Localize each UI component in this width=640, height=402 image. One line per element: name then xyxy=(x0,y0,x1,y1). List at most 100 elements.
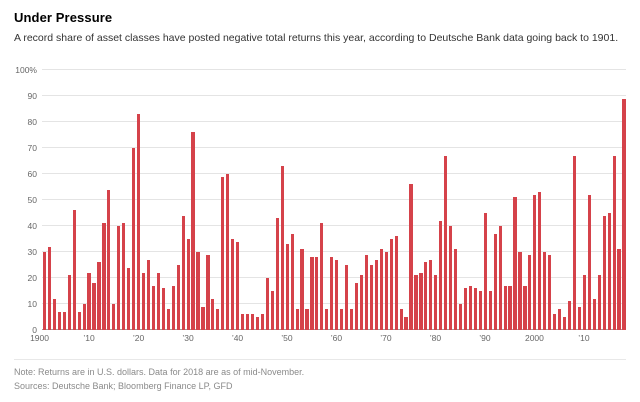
bar-year-1931 xyxy=(191,132,195,330)
x-axis-tick-label: ’50 xyxy=(281,333,293,343)
bar-year-1928 xyxy=(176,265,180,330)
bar-year-1969 xyxy=(379,249,383,330)
bar-year-1919 xyxy=(132,148,136,330)
bar-year-1975 xyxy=(409,184,413,330)
bar-year-1980 xyxy=(434,275,438,330)
gridline xyxy=(42,251,626,252)
bar-year-1927 xyxy=(171,285,175,330)
bar-year-2013 xyxy=(597,275,601,330)
bar-year-1939 xyxy=(231,239,235,330)
bar-year-1918 xyxy=(127,267,131,330)
bar-year-1907 xyxy=(72,210,76,330)
bar-year-2011 xyxy=(587,194,591,330)
x-axis-baseline xyxy=(42,329,626,330)
bar-year-1990 xyxy=(483,213,487,330)
x-axis-tick-label: 2000 xyxy=(524,333,544,343)
bar-year-1954 xyxy=(305,309,309,330)
gridline xyxy=(42,303,626,304)
bar-year-1992 xyxy=(493,233,497,330)
bar-year-1905 xyxy=(62,311,66,330)
bar-year-1997 xyxy=(518,252,522,330)
bar-year-1922 xyxy=(146,259,151,330)
bar-year-2012 xyxy=(592,298,596,330)
bar-year-1943 xyxy=(250,314,255,330)
bar-year-1903 xyxy=(52,298,56,330)
bar-year-1933 xyxy=(201,306,205,330)
bar-year-1993 xyxy=(498,226,502,330)
bar-year-1986 xyxy=(463,288,468,330)
bar-year-1995 xyxy=(508,285,512,330)
y-axis-tick-label: 30 xyxy=(27,247,37,257)
bar-year-1901 xyxy=(42,252,47,330)
bar-year-2007 xyxy=(567,301,572,330)
y-axis-tick-label: 100% xyxy=(15,65,37,75)
x-axis-tick-label: ’30 xyxy=(182,333,194,343)
bar-year-1972 xyxy=(394,236,398,330)
bar-year-1914 xyxy=(107,189,111,330)
bar-year-1958 xyxy=(325,309,329,330)
bar-year-1991 xyxy=(488,291,492,330)
y-axis-tick-label: 20 xyxy=(27,273,37,283)
bar-year-1994 xyxy=(503,285,507,330)
bar-year-1926 xyxy=(166,309,170,330)
bar-year-2006 xyxy=(562,317,567,330)
plot-area: 0 10 20 30 40 50 60 70 80 90 100% 1900 ’10 ’20 ’30 ’40 ’… xyxy=(15,65,626,343)
bar-year-1962 xyxy=(345,265,349,330)
y-axis-tick-label: 50 xyxy=(27,195,37,205)
chart-header: Under Pressure A record share of asset c… xyxy=(14,10,628,44)
bar-year-2008 xyxy=(572,155,577,330)
bar-year-1950 xyxy=(285,244,289,330)
bar-year-1916 xyxy=(117,226,121,330)
x-axis-tick-label: ’90 xyxy=(479,333,491,343)
gridline xyxy=(42,199,626,200)
bar-year-1959 xyxy=(330,257,334,330)
bar-year-1913 xyxy=(102,223,106,330)
y-axis-tick-label: 60 xyxy=(27,169,37,179)
bar-year-1973 xyxy=(399,309,403,330)
bar-year-1932 xyxy=(196,252,200,330)
bar-year-1971 xyxy=(389,239,393,330)
x-axis-tick-label: ’70 xyxy=(380,333,392,343)
bar-year-2002 xyxy=(543,252,547,330)
bar-year-1937 xyxy=(221,176,225,330)
bar-year-1921 xyxy=(141,272,146,330)
bar-year-1902 xyxy=(47,246,52,330)
bar-year-2010 xyxy=(582,275,586,330)
bar-year-1924 xyxy=(156,272,160,330)
bar-year-1925 xyxy=(161,288,165,330)
bars-container xyxy=(42,70,626,330)
bar-year-2001 xyxy=(538,192,542,330)
bar-year-1948 xyxy=(275,218,279,330)
x-axis-tick-label: ’10 xyxy=(578,333,590,343)
bar-year-1983 xyxy=(449,226,453,330)
bar-year-1968 xyxy=(374,259,378,330)
chart-title: Under Pressure xyxy=(14,10,113,25)
bar-year-1944 xyxy=(255,317,260,330)
bar-year-1942 xyxy=(245,314,250,330)
x-axis-tick-label: ’80 xyxy=(429,333,442,343)
x-axis-tick-label: ’40 xyxy=(231,333,244,343)
bar-year-1985 xyxy=(458,304,463,330)
bar-year-1981 xyxy=(439,220,443,330)
bar-year-1961 xyxy=(340,309,344,330)
y-axis-tick-label: 40 xyxy=(27,221,37,231)
bar-year-1956 xyxy=(315,257,319,330)
bar-year-1955 xyxy=(310,257,314,330)
bar-year-1940 xyxy=(236,241,240,330)
bar-year-1976 xyxy=(414,275,418,330)
bar-year-1988 xyxy=(473,288,477,330)
gridline xyxy=(42,95,626,96)
bar-year-1923 xyxy=(151,285,156,330)
bar-year-1977 xyxy=(419,272,423,330)
gridline xyxy=(42,147,626,148)
bar-year-1974 xyxy=(404,317,408,330)
bar-year-1998 xyxy=(523,285,527,330)
x-axis-tick-label: ’60 xyxy=(330,333,343,343)
bar-year-1952 xyxy=(295,309,299,330)
gridline xyxy=(42,277,626,278)
bar-year-1964 xyxy=(354,283,359,330)
bar-year-2014 xyxy=(602,215,606,330)
bar-year-1984 xyxy=(454,249,458,330)
bar-year-1936 xyxy=(216,309,220,330)
gridline xyxy=(42,225,626,226)
